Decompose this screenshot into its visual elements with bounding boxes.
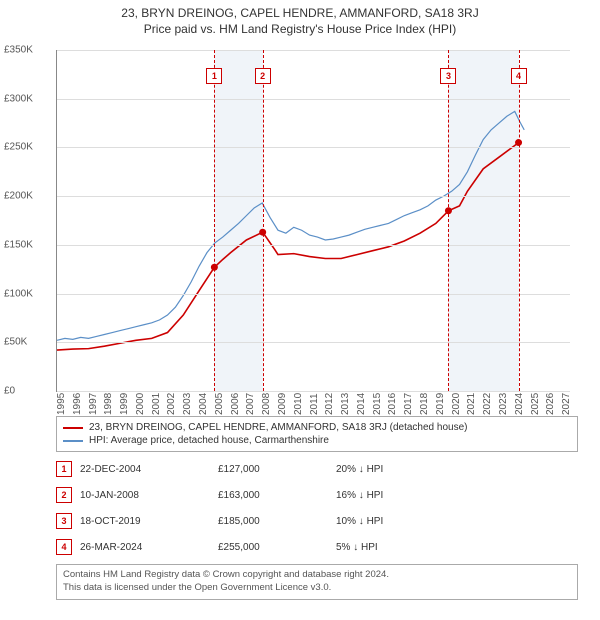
x-axis-label: 2005	[214, 393, 225, 415]
attribution-footer: Contains HM Land Registry data © Crown c…	[56, 564, 578, 600]
sale-price: £127,000	[218, 464, 328, 475]
sale-vs-hpi: 20% ↓ HPI	[336, 464, 436, 475]
legend-box: 23, BRYN DREINOG, CAPEL HENDRE, AMMANFOR…	[56, 416, 578, 452]
x-axis-label: 2027	[561, 393, 572, 415]
y-axis-label: £100K	[4, 288, 33, 299]
x-axis-label: 2015	[372, 393, 383, 415]
x-axis-label: 2014	[356, 393, 367, 415]
sale-number: 4	[56, 539, 72, 555]
footer-line-1: Contains HM Land Registry data © Crown c…	[63, 569, 571, 582]
gridline	[57, 294, 570, 295]
y-axis-label: £0	[4, 386, 15, 397]
x-axis-label: 2009	[277, 393, 288, 415]
x-axis-label: 2021	[466, 393, 477, 415]
x-axis-label: 2018	[419, 393, 430, 415]
sale-price: £163,000	[218, 490, 328, 501]
x-axis-label: 2024	[514, 393, 525, 415]
gridline	[57, 391, 570, 392]
sale-vs-hpi: 10% ↓ HPI	[336, 516, 436, 527]
sale-price: £185,000	[218, 516, 328, 527]
marker-number-box: 2	[255, 68, 271, 84]
y-axis-label: £250K	[4, 142, 33, 153]
x-axis-label: 2004	[198, 393, 209, 415]
y-axis-label: £300K	[4, 93, 33, 104]
x-axis-label: 2007	[245, 393, 256, 415]
x-axis-label: 2010	[293, 393, 304, 415]
sale-row: 2 10-JAN-2008 £163,000 16% ↓ HPI	[56, 482, 578, 508]
legend-label: HPI: Average price, detached house, Carm…	[89, 435, 329, 446]
sale-number: 2	[56, 487, 72, 503]
x-axis-label: 2023	[498, 393, 509, 415]
gridline	[57, 342, 570, 343]
plot-region: 1 2 3 4	[56, 50, 570, 392]
x-axis-label: 2001	[151, 393, 162, 415]
x-axis-label: 2006	[230, 393, 241, 415]
x-axis-label: 2013	[340, 393, 351, 415]
x-axis-label: 2011	[309, 393, 320, 415]
marker-line	[214, 50, 215, 391]
sale-date: 18-OCT-2019	[80, 516, 210, 527]
sale-vs-hpi: 5% ↓ HPI	[336, 542, 436, 553]
sale-row: 1 22-DEC-2004 £127,000 20% ↓ HPI	[56, 456, 578, 482]
sale-row: 3 18-OCT-2019 £185,000 10% ↓ HPI	[56, 508, 578, 534]
chart-container: 23, BRYN DREINOG, CAPEL HENDRE, AMMANFOR…	[0, 0, 600, 620]
title-line-1: 23, BRYN DREINOG, CAPEL HENDRE, AMMANFOR…	[0, 0, 600, 20]
y-axis-label: £50K	[4, 337, 27, 348]
legend-item: 23, BRYN DREINOG, CAPEL HENDRE, AMMANFOR…	[63, 421, 571, 434]
x-axis-label: 1998	[103, 393, 114, 415]
x-axis-label: 1996	[72, 393, 83, 415]
x-axis-label: 2012	[324, 393, 335, 415]
x-axis-label: 2020	[451, 393, 462, 415]
x-axis-label: 2017	[403, 393, 414, 415]
title-line-2: Price paid vs. HM Land Registry's House …	[0, 20, 600, 40]
gridline	[57, 196, 570, 197]
footer-line-2: This data is licensed under the Open Gov…	[63, 582, 571, 595]
gridline	[57, 245, 570, 246]
y-axis-label: £200K	[4, 191, 33, 202]
marker-number-box: 1	[206, 68, 222, 84]
gridline	[57, 147, 570, 148]
x-axis-label: 2016	[387, 393, 398, 415]
x-axis-label: 2022	[482, 393, 493, 415]
x-axis-label: 2008	[261, 393, 272, 415]
sale-date: 26-MAR-2024	[80, 542, 210, 553]
marker-number-box: 3	[440, 68, 456, 84]
legend-item: HPI: Average price, detached house, Carm…	[63, 434, 571, 447]
x-axis-label: 2000	[135, 393, 146, 415]
marker-number-box: 4	[511, 68, 527, 84]
gridline	[57, 99, 570, 100]
marker-line	[519, 50, 520, 391]
marker-line	[448, 50, 449, 391]
sale-price: £255,000	[218, 542, 328, 553]
y-axis-label: £350K	[4, 45, 33, 56]
series-line-hpi	[57, 111, 524, 340]
marker-line	[263, 50, 264, 391]
legend-swatch	[63, 427, 83, 429]
y-axis-label: £150K	[4, 239, 33, 250]
x-axis-label: 2026	[545, 393, 556, 415]
x-axis-label: 1997	[88, 393, 99, 415]
sale-date: 10-JAN-2008	[80, 490, 210, 501]
legend-swatch	[63, 440, 83, 442]
gridline	[57, 50, 570, 51]
legend-label: 23, BRYN DREINOG, CAPEL HENDRE, AMMANFOR…	[89, 422, 467, 433]
x-axis-label: 2002	[166, 393, 177, 415]
sales-table: 1 22-DEC-2004 £127,000 20% ↓ HPI 2 10-JAN-200…	[56, 456, 578, 560]
x-axis-label: 1995	[56, 393, 67, 415]
chart-area: 1234 £0£50K£100K£150K£200K£250K£300K£350…	[20, 40, 580, 410]
sale-vs-hpi: 16% ↓ HPI	[336, 490, 436, 501]
sale-date: 22-DEC-2004	[80, 464, 210, 475]
sale-number: 3	[56, 513, 72, 529]
x-axis-label: 2019	[435, 393, 446, 415]
x-axis-label: 2025	[530, 393, 541, 415]
x-axis-label: 2003	[182, 393, 193, 415]
sale-number: 1	[56, 461, 72, 477]
sale-row: 4 26-MAR-2024 £255,000 5% ↓ HPI	[56, 534, 578, 560]
x-axis-label: 1999	[119, 393, 130, 415]
chart-svg	[57, 50, 570, 391]
